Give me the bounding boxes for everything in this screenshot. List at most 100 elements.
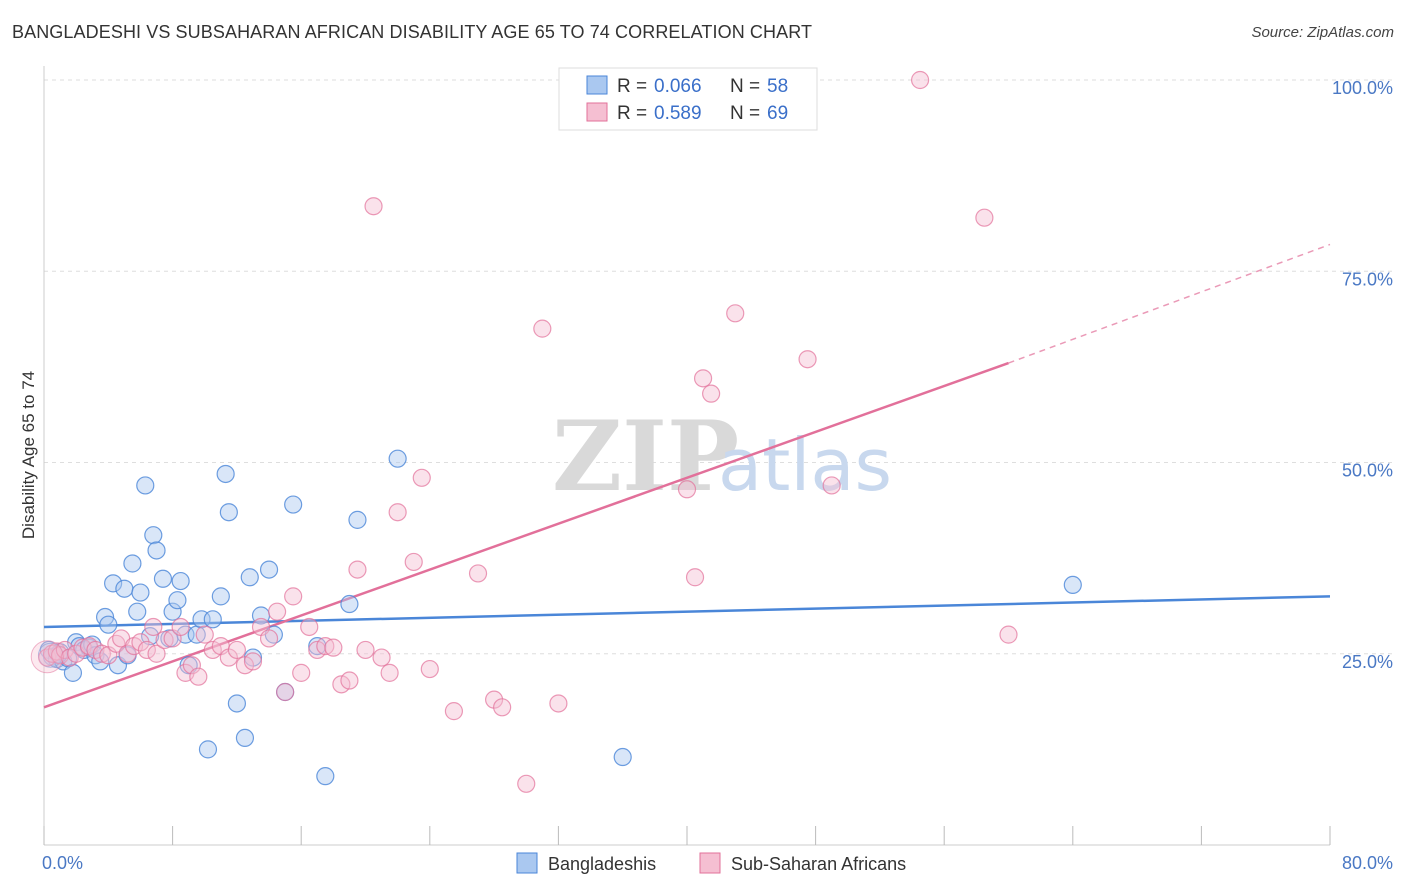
bangladeshi-point: [115, 579, 134, 598]
x-tick-label-max: 80.0%: [1342, 853, 1393, 873]
subsaharan-point: [822, 476, 841, 495]
subsaharan-point: [324, 638, 343, 657]
subsaharan-point-cluster: [30, 640, 64, 674]
bangladeshi-point: [388, 449, 407, 468]
legend-n-label-2: N =: [730, 103, 760, 124]
subsaharan-point: [726, 304, 745, 323]
subsaharan-point: [404, 552, 423, 572]
bangladeshi-point: [168, 591, 187, 610]
bangladeshi-point: [198, 740, 218, 759]
legend-swatch-bangladeshi: [586, 75, 608, 95]
y-axis-label: Disability Age 65 to 74: [19, 371, 38, 539]
subsaharan-point: [468, 564, 488, 583]
y-tick-label-1: 50.0%: [1342, 461, 1393, 481]
trend-line-subsaharan: [43, 361, 1009, 709]
bangladeshi-point: [216, 464, 235, 484]
bangladeshi-point: [340, 594, 359, 614]
subsaharan-point: [147, 644, 166, 663]
subsaharan-point: [702, 384, 721, 403]
x-tick-label-min: 0.0%: [42, 853, 83, 873]
bangladeshi-point: [259, 560, 279, 579]
bangladeshi-point: [147, 541, 166, 560]
bangladeshi-point: [1063, 575, 1082, 595]
bangladeshi-point: [203, 610, 222, 629]
subsaharan-points: [30, 70, 1018, 793]
subsaharan-point: [243, 652, 263, 671]
subsaharan-point: [189, 667, 208, 686]
subsaharan-point: [259, 629, 279, 648]
bottom-legend-bangladeshi: Bangladeshis: [548, 854, 656, 874]
subsaharan-point: [380, 663, 399, 682]
watermark-zip: ZIP: [552, 400, 739, 513]
chart-title: BANGLADESHI VS SUBSAHARAN AFRICAN DISABI…: [12, 22, 813, 42]
bangladeshi-point: [316, 767, 335, 786]
subsaharan-point: [92, 644, 111, 663]
subsaharan-point: [999, 625, 1018, 644]
legend-r-label-1: R =: [617, 76, 647, 97]
axes: [43, 66, 1331, 846]
bangladeshi-point: [144, 526, 163, 545]
bangladeshi-point: [136, 476, 155, 495]
subsaharan-point: [300, 617, 319, 637]
bangladeshi-point: [284, 495, 303, 514]
legend-n-value-2: 69: [767, 103, 788, 124]
bangladeshi-point: [171, 571, 190, 591]
bangladeshi-point: [235, 728, 255, 748]
legend-swatch-subsaharan: [586, 102, 608, 122]
subsaharan-point: [284, 587, 303, 606]
bangladeshi-point: [348, 510, 367, 529]
legend: R = 0.066 N = 58 R = 0.589 N = 69: [558, 67, 818, 131]
subsaharan-point: [444, 702, 464, 721]
subsaharan-point: [364, 197, 383, 216]
subsaharan-point: [372, 648, 391, 667]
y-tick-label-0: 25.0%: [1342, 652, 1393, 672]
bottom-legend-subsaharan: Sub-Saharan Africans: [731, 854, 906, 874]
trend-line-bangladeshi: [43, 595, 1331, 629]
legend-n-value-1: 58: [767, 76, 788, 97]
subsaharan-point: [493, 698, 512, 717]
gridlines: [44, 79, 1392, 655]
bangladeshi-point: [240, 568, 259, 587]
bangladeshi-point: [123, 554, 142, 573]
bangladeshi-point: [219, 503, 238, 522]
subsaharan-point: [340, 671, 359, 690]
subsaharan-point: [420, 659, 439, 679]
subsaharan-point: [533, 319, 552, 338]
subsaharan-point: [356, 640, 375, 660]
subsaharan-point: [171, 617, 190, 637]
subsaharan-point: [182, 656, 201, 675]
bangladeshi-point: [104, 574, 123, 593]
subsaharan-point: [292, 663, 311, 682]
tick-labels: 25.0% 50.0% 75.0% 100.0% 0.0% 80.0%: [42, 78, 1393, 873]
subsaharan-point: [388, 503, 407, 522]
subsaharan-point: [348, 560, 367, 579]
subsaharan-point: [227, 640, 246, 660]
legend-r-value-1: 0.066: [654, 76, 702, 97]
bangladeshi-point: [163, 602, 182, 621]
subsaharan-point: [693, 369, 713, 388]
legend-r-value-2: 0.589: [654, 103, 702, 124]
y-tick-label-2: 75.0%: [1342, 269, 1393, 289]
trend-line-subsaharan-extension: [1008, 243, 1331, 364]
subsaharan-point: [685, 568, 705, 587]
subsaharan-point: [975, 208, 994, 227]
bangladeshi-point: [153, 569, 173, 588]
subsaharan-point: [549, 694, 568, 713]
legend-n-label-1: N =: [730, 76, 760, 97]
source-label: Source: ZipAtlas.com: [1251, 24, 1394, 41]
subsaharan-point: [910, 70, 930, 90]
bottom-legend-swatch-subsaharan: [699, 852, 721, 874]
bangladeshi-point: [99, 615, 118, 634]
subsaharan-point: [412, 468, 431, 487]
subsaharan-point: [137, 640, 156, 660]
subsaharan-point: [267, 602, 287, 621]
y-tick-label-3: 100.0%: [1332, 78, 1393, 98]
bottom-legend-swatch-bangladeshi: [516, 852, 538, 874]
bangladeshi-point: [613, 747, 632, 767]
subsaharan-point: [677, 480, 697, 499]
bangladeshi-point: [227, 694, 246, 713]
subsaharan-point: [195, 625, 214, 644]
bangladeshi-point: [128, 602, 147, 621]
subsaharan-point: [276, 682, 295, 702]
